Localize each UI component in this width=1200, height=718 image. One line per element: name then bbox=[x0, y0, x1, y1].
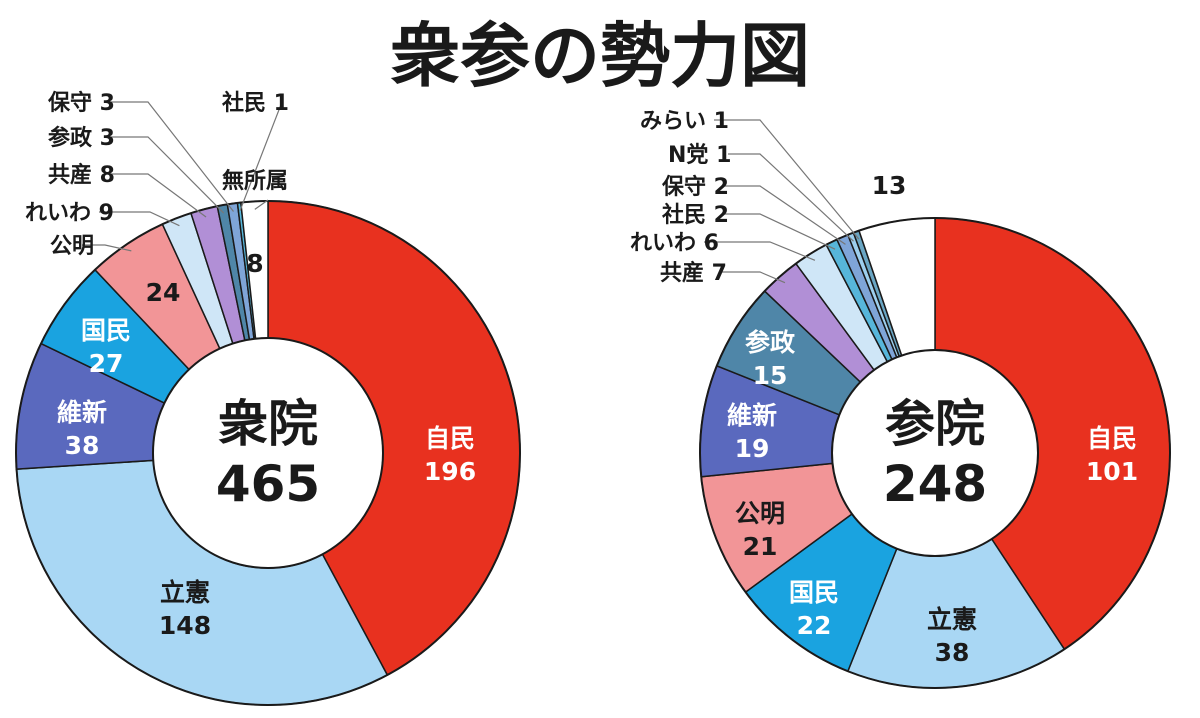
slice-value-無所属: 8 bbox=[246, 249, 263, 278]
slice-value-自民: 101 bbox=[1086, 457, 1138, 486]
center-value: 248 bbox=[883, 455, 987, 513]
callout-共産: 共産 7 bbox=[660, 260, 727, 286]
slice-value-立憲: 148 bbox=[159, 611, 211, 640]
leader-line-共産 bbox=[108, 173, 207, 218]
callout-無所属: 無所属 bbox=[222, 168, 288, 194]
callout-れいわ: れいわ 9 bbox=[25, 201, 114, 226]
callout-れいわ: れいわ 6 bbox=[630, 231, 719, 256]
slice-label-立憲: 立憲 bbox=[927, 605, 977, 634]
leader-line-N党 bbox=[728, 153, 854, 242]
callout-社民: 社民 2 bbox=[662, 202, 729, 228]
leader-line-れいわ bbox=[99, 211, 180, 227]
callout-共産: 共産 8 bbox=[48, 162, 115, 188]
center-value: 465 bbox=[216, 455, 320, 513]
slice-label-参政: 参政 bbox=[745, 328, 796, 357]
leader-line-保守 bbox=[722, 185, 846, 245]
slice-value-無所属: 13 bbox=[872, 171, 907, 200]
center-label: 衆院 bbox=[218, 395, 318, 453]
donut-hole bbox=[831, 349, 1039, 557]
slice-value-自民: 196 bbox=[424, 457, 476, 486]
slice-label-国民: 国民 bbox=[789, 578, 839, 607]
leader-line-無所属 bbox=[254, 199, 269, 210]
slice-label-立憲: 立憲 bbox=[160, 578, 210, 607]
callout-社民: 社民 1 bbox=[222, 90, 289, 116]
donut-hole bbox=[152, 337, 384, 569]
callout-公明: 公明 bbox=[50, 234, 94, 259]
chart-title: 衆参の勢力図 bbox=[390, 15, 810, 97]
callout-みらい: みらい 1 bbox=[640, 109, 729, 134]
slice-label-国民: 国民 bbox=[81, 316, 131, 345]
leader-line-社民 bbox=[722, 213, 836, 250]
leader-line-参政 bbox=[108, 136, 225, 214]
slice-label-維新: 維新 bbox=[57, 398, 107, 427]
center-label: 参院 bbox=[885, 395, 985, 453]
leader-line-れいわ bbox=[704, 241, 816, 261]
slice-value-維新: 19 bbox=[735, 434, 770, 463]
callout-保守: 保守 2 bbox=[661, 174, 729, 200]
slice-label-自民: 自民 bbox=[425, 424, 475, 453]
leader-line-共産 bbox=[720, 271, 786, 284]
donut-outline bbox=[15, 200, 521, 706]
donut-outline bbox=[699, 217, 1171, 689]
slice-label-維新: 維新 bbox=[727, 401, 777, 430]
slice-value-参政: 15 bbox=[753, 361, 788, 390]
slice-value-公明: 24 bbox=[146, 278, 181, 307]
slice-label-自民: 自民 bbox=[1087, 424, 1137, 453]
slice-label-公明: 公明 bbox=[735, 499, 785, 528]
slice-value-公明: 21 bbox=[743, 532, 778, 561]
callout-N党: N党 1 bbox=[668, 143, 731, 168]
slice-value-立憲: 38 bbox=[935, 638, 970, 667]
leader-line-社民 bbox=[239, 101, 283, 211]
slice-value-維新: 38 bbox=[65, 431, 100, 460]
slice-value-国民: 22 bbox=[797, 611, 832, 640]
callout-参政: 参政 3 bbox=[48, 125, 115, 151]
leader-line-保守 bbox=[108, 101, 234, 212]
leader-line-公明 bbox=[82, 244, 132, 252]
callout-保守: 保守 3 bbox=[47, 90, 115, 116]
leader-line-みらい bbox=[714, 119, 860, 240]
slice-value-国民: 27 bbox=[89, 349, 124, 378]
